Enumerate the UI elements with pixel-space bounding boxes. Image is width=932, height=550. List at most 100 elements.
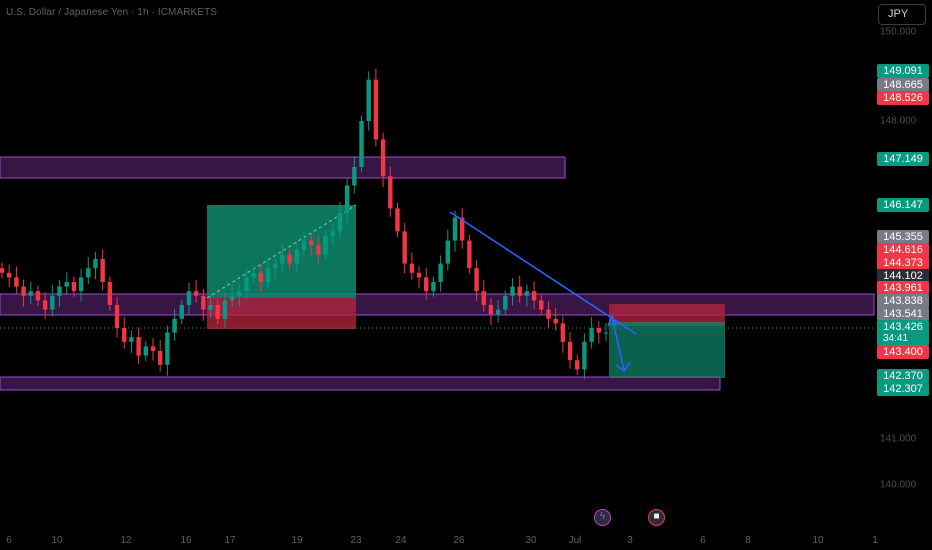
down-arrow-icon[interactable]	[607, 313, 631, 373]
price-tick: 140.000	[880, 479, 917, 491]
candle-body	[510, 286, 515, 296]
candle-body	[575, 360, 580, 370]
candle-body	[395, 208, 400, 232]
short-target-area[interactable]	[609, 322, 725, 378]
time-label: 12	[120, 535, 132, 546]
price-tag: 144.616	[877, 243, 929, 257]
candle-countdown: 34:41	[877, 332, 929, 345]
candle-body	[237, 291, 242, 296]
candle-body	[222, 300, 228, 319]
candle-body	[380, 139, 386, 177]
candle-body	[287, 254, 292, 264]
time-label: 19	[291, 535, 303, 546]
price-tag: 148.526	[877, 91, 929, 105]
short-stop-area[interactable]	[609, 304, 725, 326]
candle-body	[589, 328, 594, 342]
candle-body	[258, 272, 264, 282]
candle-body	[64, 282, 69, 287]
candle-body	[560, 323, 566, 342]
candle-body	[373, 79, 379, 140]
candle-body	[280, 254, 285, 264]
candle-body	[308, 240, 314, 246]
price-tick: 148.000	[880, 115, 917, 127]
time-label: 6	[700, 535, 706, 546]
candle-body	[28, 291, 33, 296]
candle-body	[122, 328, 127, 342]
candle-body	[57, 286, 62, 296]
time-label: Jul	[568, 535, 582, 546]
candle-body	[524, 291, 530, 296]
time-label: 6	[6, 535, 12, 546]
candle-body	[344, 185, 350, 213]
resistance-zone[interactable]	[0, 156, 566, 179]
candle-body	[567, 341, 573, 361]
candle-body	[488, 305, 494, 315]
candle-body	[129, 337, 134, 342]
candle-body	[93, 259, 98, 269]
candle-body	[431, 282, 436, 292]
middle-zone[interactable]	[0, 293, 875, 316]
candle-body	[517, 286, 522, 296]
price-tick: 150.000	[880, 26, 917, 38]
candle-body	[35, 291, 41, 301]
candle-body	[366, 79, 371, 121]
candle-body	[143, 346, 149, 356]
candle-body	[337, 213, 343, 232]
candle-body	[409, 263, 415, 273]
candle-body	[136, 337, 141, 356]
candle-body	[294, 249, 300, 264]
price-tag: 144.373	[877, 256, 929, 270]
currency-button[interactable]: JPY	[878, 4, 926, 25]
candle-body	[193, 291, 199, 296]
candle-body	[582, 341, 587, 370]
candle-body	[215, 305, 220, 319]
candle-body	[603, 332, 609, 334]
us-flag-icon[interactable]: ■	[648, 509, 665, 526]
candle-body	[244, 277, 249, 292]
candle-body	[0, 268, 5, 273]
time-label: 3	[627, 535, 633, 546]
time-label: 30	[525, 535, 537, 546]
candle-body	[474, 268, 479, 292]
candle-body	[114, 305, 120, 328]
candle-body	[503, 295, 508, 310]
descending-trendline[interactable]	[449, 211, 637, 335]
support-zone[interactable]	[0, 376, 721, 391]
candle-body	[157, 351, 163, 365]
price-tag: 143.961	[877, 281, 929, 295]
candle-body	[42, 300, 48, 310]
time-label: 26	[453, 535, 465, 546]
time-label: 1	[872, 535, 878, 546]
candle-body	[50, 295, 55, 310]
candle-body	[273, 263, 278, 269]
long-stop-area[interactable]	[207, 298, 356, 329]
symbol-title[interactable]: U.S. Dollar / Japanese Yen · 1h · ICMARK…	[6, 7, 218, 18]
candle-body	[402, 231, 407, 264]
price-tag: 143.400	[877, 345, 929, 359]
candle-body	[150, 346, 156, 351]
candle-body	[438, 263, 443, 282]
candle-body	[316, 245, 321, 255]
price-tag: 144.102	[877, 269, 929, 283]
candle-body	[452, 217, 458, 241]
price-tag: 147.149	[877, 152, 929, 166]
candle-body	[301, 240, 307, 250]
candle-body	[107, 282, 113, 305]
candle-body	[265, 268, 271, 282]
price-tag: 142.307	[877, 382, 929, 396]
candle-body	[208, 305, 213, 310]
price-tag: 148.665	[877, 78, 929, 92]
candle-body	[553, 318, 558, 324]
time-label: 23	[350, 535, 362, 546]
candle-body	[459, 217, 465, 241]
time-label: 10	[51, 535, 63, 546]
price-tag: 149.091	[877, 64, 929, 78]
lightning-icon[interactable]: ϟ	[594, 509, 611, 526]
last-price-tag: 143.426	[877, 320, 929, 334]
candle-body	[445, 240, 451, 264]
time-label: 24	[395, 535, 407, 546]
candle-body	[352, 167, 357, 186]
candle-body	[546, 309, 551, 319]
